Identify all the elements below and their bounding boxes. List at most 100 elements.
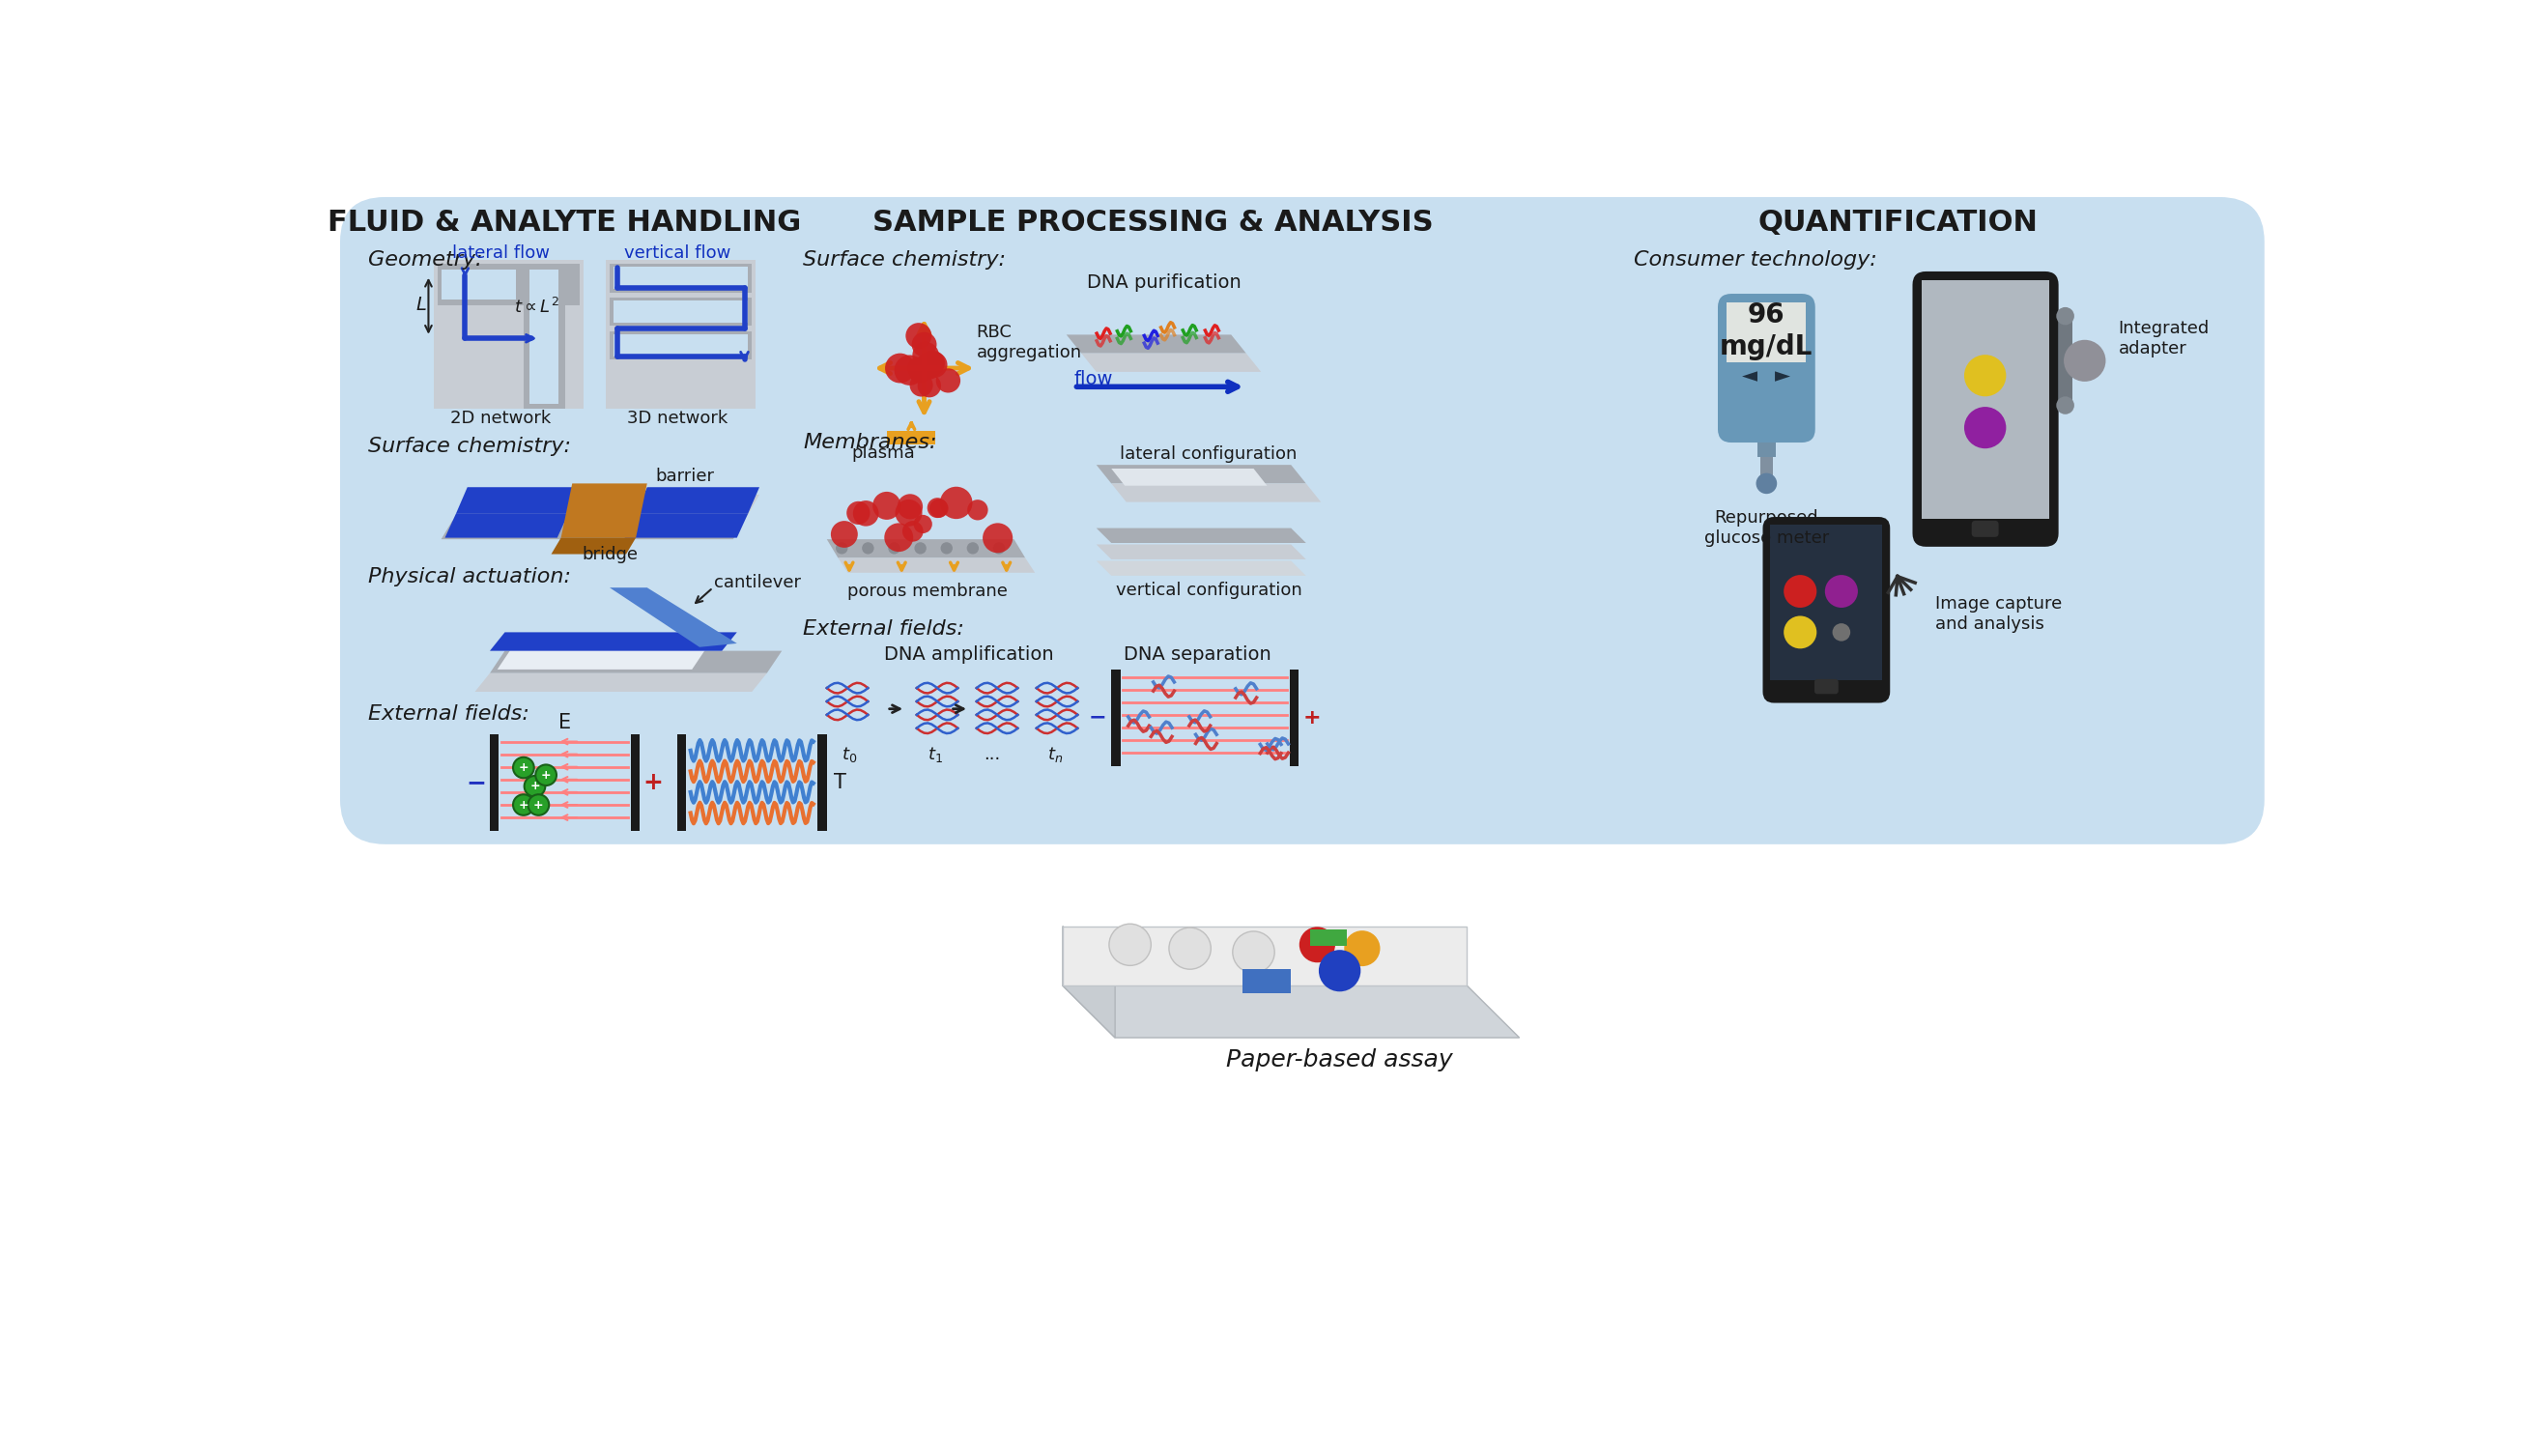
Text: +: +	[518, 798, 529, 811]
Circle shape	[1756, 473, 1776, 494]
Bar	[1771, 524, 1883, 680]
Polygon shape	[1095, 464, 1306, 483]
Circle shape	[1319, 949, 1359, 992]
Text: Surface chemistry:: Surface chemistry:	[368, 437, 572, 456]
Circle shape	[513, 757, 534, 778]
Circle shape	[884, 523, 912, 552]
Circle shape	[930, 499, 948, 518]
Text: barrier: barrier	[656, 467, 714, 485]
Circle shape	[917, 374, 940, 397]
Bar	[442, 269, 516, 300]
Polygon shape	[1062, 926, 1466, 986]
Circle shape	[836, 542, 849, 555]
Circle shape	[884, 354, 915, 383]
Polygon shape	[826, 539, 1024, 558]
Circle shape	[907, 357, 930, 379]
Circle shape	[1232, 932, 1276, 973]
Polygon shape	[635, 488, 760, 513]
Circle shape	[1832, 623, 1850, 641]
Text: vertical flow: vertical flow	[623, 245, 729, 262]
Circle shape	[529, 795, 549, 815]
Text: Geometry:: Geometry:	[368, 250, 483, 269]
Text: lateral flow: lateral flow	[452, 245, 549, 262]
Text: External fields:: External fields:	[368, 705, 529, 724]
Text: Physical actuation:: Physical actuation:	[368, 566, 572, 587]
Bar	[1758, 443, 1776, 457]
Text: DNA purification: DNA purification	[1088, 274, 1240, 291]
Polygon shape	[839, 558, 1034, 572]
Text: RBC
aggregation: RBC aggregation	[976, 323, 1082, 361]
Bar	[1728, 303, 1807, 363]
Bar	[437, 264, 579, 304]
Bar	[1309, 930, 1347, 946]
Bar	[523, 264, 564, 409]
Polygon shape	[1110, 469, 1268, 486]
Text: $t_0$: $t_0$	[841, 745, 856, 764]
Polygon shape	[562, 483, 648, 537]
Text: Image capture
and analysis: Image capture and analysis	[1936, 596, 2061, 632]
Text: cantilever: cantilever	[714, 574, 800, 591]
Circle shape	[831, 521, 859, 547]
Circle shape	[523, 776, 546, 796]
Circle shape	[920, 351, 945, 376]
Text: ◄: ◄	[1743, 365, 1758, 386]
Circle shape	[902, 521, 922, 542]
Bar	[630, 734, 640, 831]
Circle shape	[905, 323, 933, 348]
Bar	[435, 261, 584, 409]
Bar	[612, 333, 747, 357]
Circle shape	[1784, 575, 1817, 607]
Polygon shape	[1082, 354, 1260, 371]
Text: plasma: plasma	[851, 444, 915, 462]
Circle shape	[854, 501, 879, 526]
Text: +: +	[518, 761, 529, 775]
Polygon shape	[452, 495, 760, 521]
Text: +: +	[541, 769, 551, 782]
Polygon shape	[551, 537, 635, 555]
Text: +: +	[643, 770, 663, 794]
Bar	[490, 734, 498, 831]
Circle shape	[889, 542, 900, 555]
Circle shape	[894, 499, 922, 527]
Circle shape	[968, 499, 988, 520]
Polygon shape	[1062, 986, 1520, 1038]
Circle shape	[915, 352, 943, 380]
Circle shape	[1344, 930, 1380, 967]
Circle shape	[940, 486, 973, 518]
Bar	[1243, 970, 1291, 993]
Bar	[610, 264, 752, 293]
Text: flow: flow	[1075, 370, 1113, 389]
Circle shape	[1108, 925, 1151, 965]
Text: External fields:: External fields:	[803, 619, 963, 638]
Text: $t_1$: $t_1$	[927, 745, 943, 764]
Circle shape	[994, 542, 1006, 555]
Text: 2D network: 2D network	[450, 409, 551, 427]
Circle shape	[917, 351, 943, 377]
Text: $t \propto L^2$: $t \propto L^2$	[513, 297, 559, 317]
Text: SAMPLE PROCESSING & ANALYSIS: SAMPLE PROCESSING & ANALYSIS	[872, 210, 1433, 237]
Circle shape	[966, 542, 978, 555]
Polygon shape	[498, 646, 706, 670]
Text: T: T	[833, 773, 846, 792]
Text: +: +	[534, 798, 544, 811]
Polygon shape	[490, 651, 783, 673]
Polygon shape	[1095, 561, 1306, 575]
Circle shape	[536, 764, 556, 785]
FancyBboxPatch shape	[1972, 521, 2000, 537]
Text: DNA amplification: DNA amplification	[884, 645, 1055, 664]
Text: ...: ...	[983, 747, 999, 764]
Circle shape	[1298, 927, 1334, 962]
Circle shape	[983, 523, 1014, 553]
Polygon shape	[1110, 483, 1321, 502]
Text: 96
mg/dL: 96 mg/dL	[1720, 301, 1814, 360]
Text: Membranes:: Membranes:	[803, 432, 938, 453]
Bar	[2058, 316, 2071, 405]
Circle shape	[922, 352, 948, 379]
Circle shape	[915, 515, 933, 533]
FancyBboxPatch shape	[340, 197, 2264, 844]
Circle shape	[872, 492, 902, 520]
Text: Integrated
adapter: Integrated adapter	[2119, 320, 2211, 357]
Bar	[605, 261, 755, 409]
Circle shape	[1964, 355, 2005, 396]
Polygon shape	[1095, 545, 1306, 559]
